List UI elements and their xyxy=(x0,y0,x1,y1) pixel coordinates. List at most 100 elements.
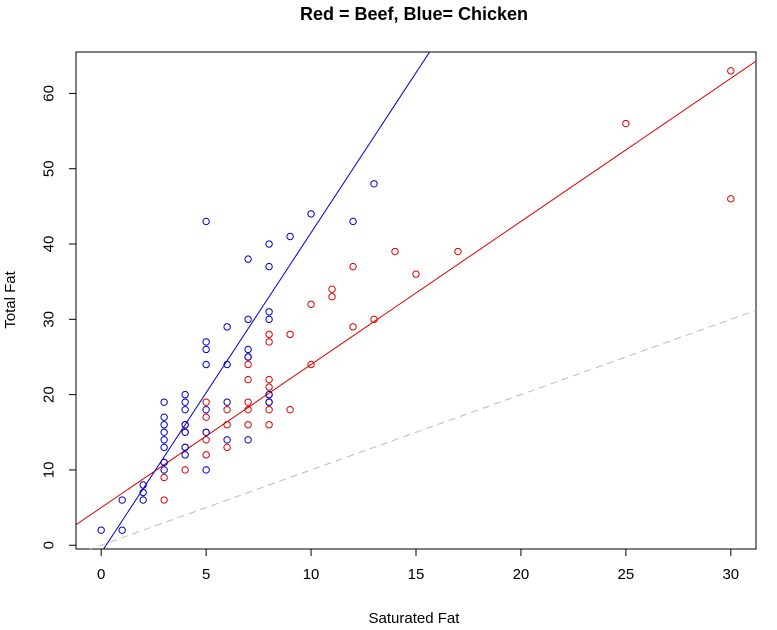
point-s1-1 xyxy=(118,526,126,534)
x-axis-label: Saturated Fat xyxy=(369,610,461,627)
fit-line-2 xyxy=(89,309,756,549)
point-s0-26 xyxy=(265,375,273,384)
point-s1-16 xyxy=(181,428,189,436)
point-s1-5 xyxy=(139,481,147,489)
point-s1-22 xyxy=(202,428,210,436)
point-s0-40 xyxy=(454,247,462,256)
x-tick-label: 0 xyxy=(97,566,105,583)
point-s1-9 xyxy=(160,436,168,444)
point-s1-20 xyxy=(181,390,189,399)
point-s1-25 xyxy=(202,345,210,354)
point-s1-7 xyxy=(160,458,168,467)
point-s1-11 xyxy=(160,421,168,429)
point-s1-8 xyxy=(160,443,168,452)
point-s1-43 xyxy=(286,232,294,241)
point-s1-41 xyxy=(265,262,273,271)
point-s0-37 xyxy=(370,315,378,324)
point-s0-39 xyxy=(412,270,420,278)
point-s0-41 xyxy=(622,119,630,128)
point-s0-18 xyxy=(244,375,252,384)
point-s1-38 xyxy=(265,390,273,399)
point-s0-21 xyxy=(265,421,273,429)
x-tick-label: 5 xyxy=(202,566,210,583)
point-s1-37 xyxy=(265,398,273,406)
point-s0-43 xyxy=(727,67,735,75)
point-s0-36 xyxy=(349,262,357,271)
point-s1-3 xyxy=(139,496,147,504)
point-s1-6 xyxy=(160,466,168,474)
y-tick-label: 60 xyxy=(41,85,58,102)
y-tick-label: 20 xyxy=(41,386,58,403)
point-s0-31 xyxy=(307,360,315,369)
point-s1-34 xyxy=(244,345,252,354)
point-s0-22 xyxy=(265,405,273,414)
point-s1-33 xyxy=(244,353,252,361)
point-s0-35 xyxy=(349,323,357,331)
data-points xyxy=(97,67,735,534)
point-s1-27 xyxy=(202,217,210,226)
point-s1-32 xyxy=(244,436,252,444)
point-s0-32 xyxy=(307,300,315,308)
point-s0-12 xyxy=(223,443,231,452)
x-tick-label: 10 xyxy=(303,566,320,583)
point-s0-13 xyxy=(223,421,231,429)
x-tick-label: 15 xyxy=(408,566,425,583)
point-s0-28 xyxy=(265,330,273,339)
point-s0-17 xyxy=(244,398,252,406)
point-s0-29 xyxy=(286,405,294,414)
point-s1-45 xyxy=(349,217,357,226)
y-tick-label: 10 xyxy=(41,462,58,479)
point-s0-3 xyxy=(181,466,189,474)
point-s0-38 xyxy=(391,247,399,256)
point-s1-4 xyxy=(139,488,147,497)
y-tick-label: 50 xyxy=(41,160,58,177)
point-s1-29 xyxy=(223,398,231,406)
point-s1-15 xyxy=(181,443,189,452)
y-tick-label: 0 xyxy=(41,541,58,549)
point-s0-10 xyxy=(202,413,210,421)
x-tick-label: 25 xyxy=(618,566,635,583)
point-s1-21 xyxy=(202,466,210,474)
point-s0-15 xyxy=(244,421,252,429)
point-s1-2 xyxy=(118,496,126,504)
point-s1-28 xyxy=(223,436,231,444)
chart-title: Red = Beef, Blue= Chicken xyxy=(300,4,528,24)
point-s0-1 xyxy=(160,473,168,482)
x-tick-label: 20 xyxy=(513,566,530,583)
y-tick-label: 30 xyxy=(41,311,58,328)
x-tick-label: 30 xyxy=(722,566,739,583)
point-s1-39 xyxy=(265,315,273,324)
point-s0-11 xyxy=(202,398,210,406)
point-s0-16 xyxy=(244,405,252,414)
point-s0-30 xyxy=(286,330,294,339)
point-s0-8 xyxy=(202,436,210,444)
plot-area xyxy=(75,51,757,550)
fit-line-1 xyxy=(103,52,431,549)
point-s0-7 xyxy=(202,451,210,459)
point-s1-46 xyxy=(370,180,378,188)
point-s1-30 xyxy=(223,360,231,369)
point-s0-33 xyxy=(328,293,336,301)
point-s0-0 xyxy=(160,496,168,504)
point-s0-42 xyxy=(727,195,735,203)
y-axis-label: Total Fat xyxy=(2,270,19,328)
y-tick-label: 40 xyxy=(41,236,58,253)
point-s1-23 xyxy=(202,405,210,414)
point-s1-14 xyxy=(181,451,189,459)
point-s0-34 xyxy=(328,285,336,293)
point-s1-17 xyxy=(181,421,189,429)
point-s1-40 xyxy=(265,308,273,316)
point-s1-12 xyxy=(160,413,168,421)
point-s0-14 xyxy=(223,405,231,414)
point-s0-27 xyxy=(265,338,273,346)
x-axis: 0 5 10 15 20 25 30 xyxy=(97,548,739,583)
fit-line-0 xyxy=(76,60,756,526)
point-s1-0 xyxy=(97,526,105,534)
point-s1-42 xyxy=(265,240,273,248)
y-axis: 0 10 20 30 40 50 60 xyxy=(41,85,77,549)
point-s1-18 xyxy=(181,405,189,414)
point-s1-26 xyxy=(202,338,210,346)
point-s1-13 xyxy=(160,398,168,406)
point-s1-44 xyxy=(307,210,315,218)
